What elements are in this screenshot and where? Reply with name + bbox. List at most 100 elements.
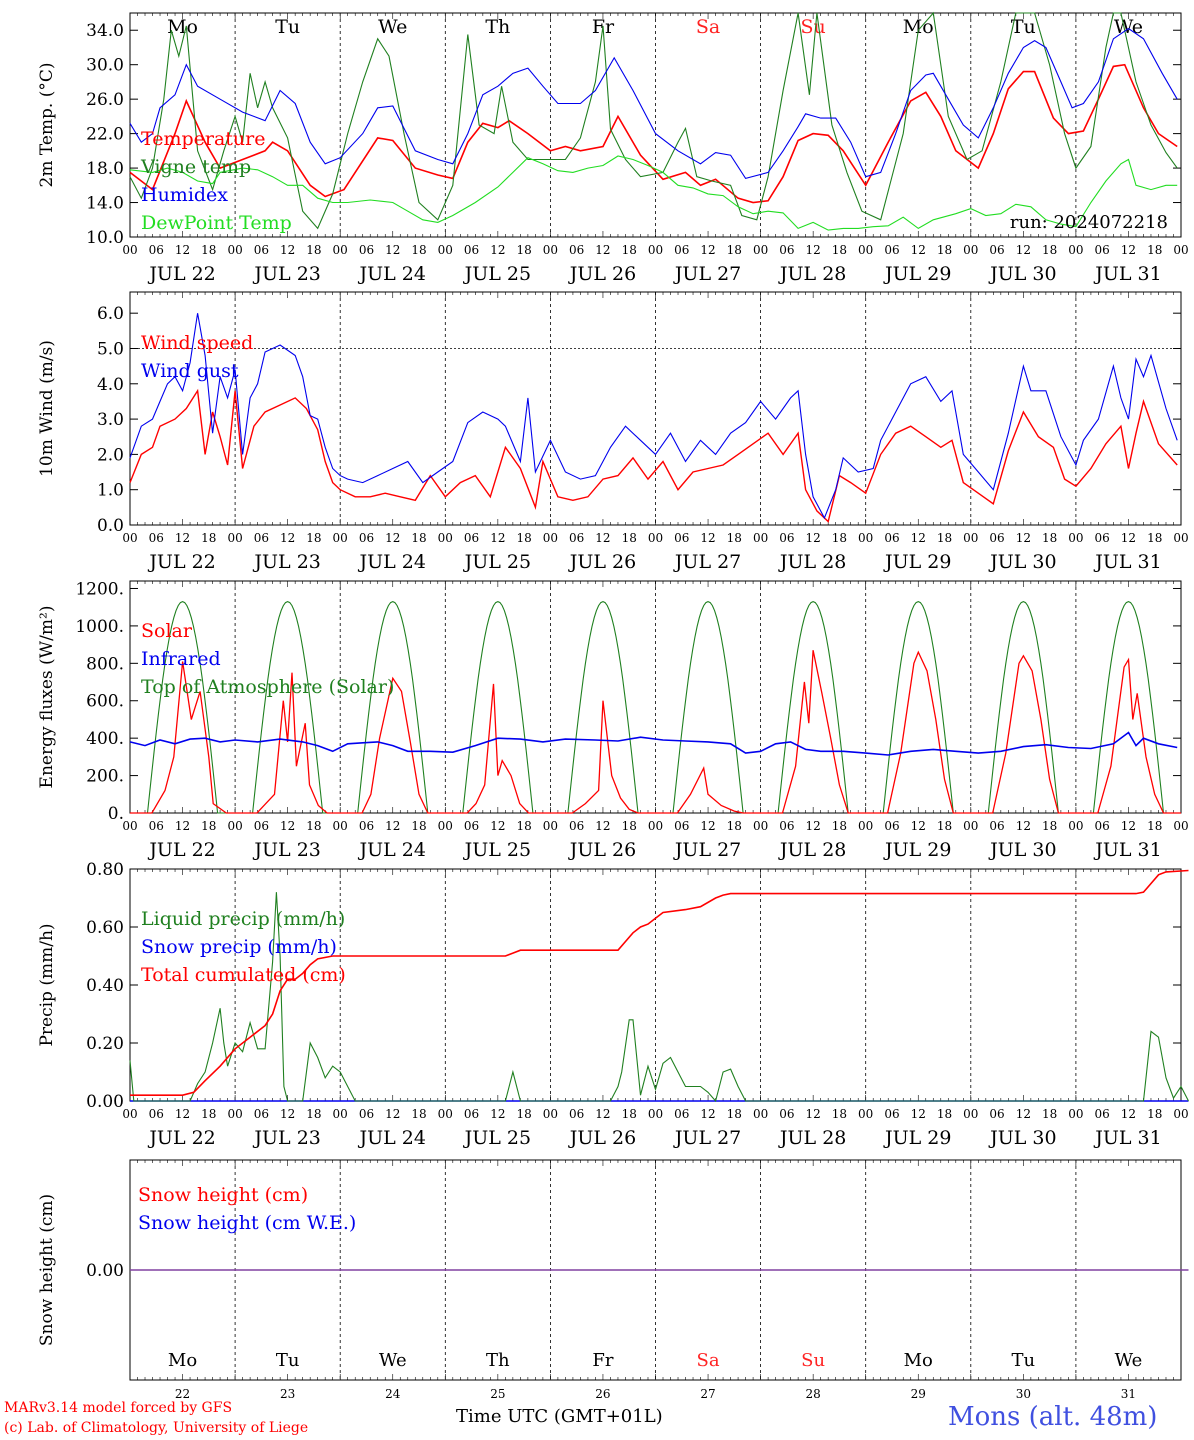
hour-tick-label: 06: [149, 243, 164, 257]
y-tick-label: 0.60: [86, 918, 124, 938]
date-label: JUL 28: [778, 551, 846, 573]
hour-tick-label: 18: [727, 1107, 742, 1121]
hour-tick-label: 18: [727, 531, 742, 545]
hour-tick-label: 18: [411, 819, 426, 833]
hour-tick-label: 12: [1121, 1107, 1136, 1121]
weekday-label: Mo: [167, 16, 198, 38]
humidex-line: [129, 27, 1178, 180]
hour-tick-label: 18: [1147, 531, 1162, 545]
hour-tick-label: 12: [911, 1107, 926, 1121]
hour-tick-label: 00: [963, 819, 978, 833]
hour-tick-label: 18: [1147, 243, 1162, 257]
hour-tick-label: 06: [989, 819, 1004, 833]
hour-tick-label: 12: [700, 1107, 715, 1121]
hour-tick-label: 06: [779, 531, 794, 545]
hour-tick-label: 12: [175, 1107, 190, 1121]
y-tick-label: 600.: [86, 692, 124, 712]
hour-tick-label: 18: [937, 819, 952, 833]
hour-tick-label: 06: [569, 243, 584, 257]
hour-tick-label: 00: [858, 531, 873, 545]
hour-tick-label: 18: [832, 243, 847, 257]
hour-tick-label: 06: [674, 243, 689, 257]
hour-tick-label: 18: [306, 1107, 321, 1121]
temperature-line: [129, 63, 1178, 204]
hour-tick-label: 12: [1016, 819, 1031, 833]
hour-tick-label: 06: [464, 243, 479, 257]
hour-tick-label: 06: [674, 531, 689, 545]
bottom-day-number: 29: [911, 1387, 926, 1401]
hour-tick-label: 00: [122, 531, 137, 545]
y-tick-label: 0.80: [86, 860, 124, 880]
hour-tick-label: 00: [648, 1107, 663, 1121]
date-label: JUL 26: [568, 263, 636, 285]
hour-tick-label: 12: [1121, 243, 1136, 257]
weekday-label: Th: [485, 16, 510, 38]
bottom-day-number: 28: [806, 1387, 821, 1401]
hour-tick-label: 12: [806, 243, 821, 257]
hour-tick-label: 18: [306, 531, 321, 545]
hour-tick-label: 18: [201, 243, 216, 257]
hour-tick-label: 12: [175, 819, 190, 833]
vigne-temp-line: [129, 11, 1178, 230]
date-label: JUL 30: [988, 263, 1056, 285]
hour-tick-label: 12: [700, 243, 715, 257]
hour-tick-label: 06: [569, 819, 584, 833]
date-label: JUL 27: [673, 551, 741, 573]
hour-tick-label: 18: [622, 1107, 637, 1121]
hour-tick-label: 18: [1042, 243, 1057, 257]
hour-tick-label: 12: [490, 243, 505, 257]
bottom-day-number: 23: [280, 1387, 295, 1401]
legend-entry: Snow height (cm): [138, 1184, 308, 1206]
hour-tick-label: 18: [832, 1107, 847, 1121]
hour-tick-label: 06: [464, 819, 479, 833]
hour-tick-label: 06: [779, 819, 794, 833]
hour-tick-label: 00: [648, 243, 663, 257]
legend-entry: DewPoint Temp: [141, 212, 292, 234]
dewpoint-temp-line: [129, 155, 1178, 231]
bottom-weekday-label: Fr: [592, 1350, 613, 1371]
hour-tick-label: 06: [884, 819, 899, 833]
date-label: JUL 25: [463, 1127, 531, 1149]
y-tick-label: 4.0: [97, 375, 124, 395]
hour-tick-label: 18: [516, 243, 531, 257]
date-label: JUL 30: [988, 839, 1056, 861]
weekday-label: We: [378, 16, 407, 38]
y-tick-label: 2.0: [97, 445, 124, 465]
hour-tick-label: 12: [385, 1107, 400, 1121]
hour-tick-label: 18: [727, 819, 742, 833]
hour-tick-label: 06: [254, 531, 269, 545]
y-tick-label: 0.: [108, 804, 124, 824]
hour-tick-label: 12: [490, 531, 505, 545]
hour-tick-label: 12: [806, 1107, 821, 1121]
hour-tick-label: 00: [333, 243, 348, 257]
total-cumulated-line: [130, 869, 1189, 1096]
hour-tick-label: 00: [963, 531, 978, 545]
hour-tick-label: 18: [937, 243, 952, 257]
y-tick-label: 22.0: [86, 125, 124, 145]
bottom-weekday-label: Su: [801, 1350, 825, 1371]
lab-credit: (c) Lab. of Climatology, University of L…: [4, 1420, 309, 1436]
bottom-weekday-label: We: [1115, 1350, 1143, 1371]
hour-tick-label: 12: [280, 1107, 295, 1121]
location-label: Mons (alt. 48m): [948, 1402, 1158, 1432]
hour-tick-label: 18: [411, 531, 426, 545]
hour-tick-label: 18: [832, 819, 847, 833]
y-axis-label: Energy fluxes (W/m²): [37, 606, 57, 789]
bottom-weekday-label: Tu: [276, 1350, 300, 1371]
hour-tick-label: 06: [989, 1107, 1004, 1121]
hour-tick-label: 00: [438, 819, 453, 833]
legend-entry: Wind speed: [141, 332, 253, 354]
y-tick-label: 0.20: [86, 1034, 124, 1054]
date-label: JUL 29: [883, 1127, 951, 1149]
hour-tick-label: 00: [333, 1107, 348, 1121]
hour-tick-label: 12: [175, 243, 190, 257]
hour-tick-label: 12: [1016, 243, 1031, 257]
hour-tick-label: 00: [1173, 243, 1188, 257]
hour-tick-label: 18: [306, 819, 321, 833]
hour-tick-label: 12: [700, 531, 715, 545]
weekday-label: Sa: [696, 16, 720, 38]
date-label: JUL 26: [568, 1127, 636, 1149]
y-tick-label: 34.0: [86, 21, 124, 41]
hour-tick-label: 06: [359, 1107, 374, 1121]
